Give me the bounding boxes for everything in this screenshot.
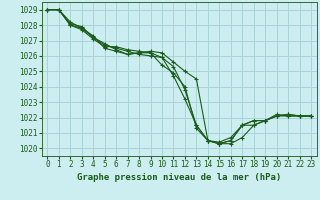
X-axis label: Graphe pression niveau de la mer (hPa): Graphe pression niveau de la mer (hPa) (77, 173, 281, 182)
